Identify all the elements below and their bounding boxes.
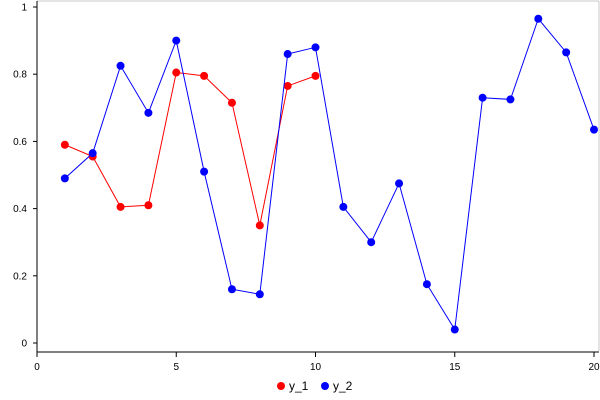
- data-point: [339, 202, 348, 211]
- legend-marker: [321, 382, 329, 390]
- y-tick-label: 0.8: [13, 70, 27, 81]
- y-tick-label: 0: [21, 339, 27, 350]
- data-point: [172, 68, 181, 77]
- x-tick-label: 15: [449, 362, 461, 373]
- data-point: [311, 71, 320, 80]
- x-tick-label: 5: [173, 362, 179, 373]
- y-tick-label: 0.2: [13, 271, 27, 282]
- data-point: [88, 149, 97, 158]
- series-y-2: [60, 14, 598, 334]
- legend-label: y_1: [289, 379, 309, 393]
- data-point: [534, 14, 543, 23]
- legend: y_1 y_2: [277, 379, 353, 393]
- data-point: [422, 280, 431, 289]
- plot-frame: [37, 0, 600, 351]
- data-point: [60, 174, 69, 183]
- data-point: [144, 201, 153, 210]
- data-point: [255, 290, 264, 299]
- legend-label: y_2: [333, 379, 353, 393]
- data-point: [367, 238, 376, 247]
- legend-item: y_2: [321, 379, 353, 393]
- data-point: [283, 81, 292, 90]
- series-line: [64, 17, 595, 332]
- y-tick-label: 1: [21, 3, 27, 14]
- data-point: [506, 95, 515, 104]
- series-y-1: [60, 68, 320, 230]
- legend-marker: [277, 382, 285, 390]
- data-point: [116, 61, 125, 70]
- data-point: [227, 285, 236, 294]
- y-tick-label: 0.4: [13, 204, 27, 215]
- data-point: [227, 98, 236, 107]
- data-point: [562, 48, 571, 57]
- data-point: [283, 50, 292, 59]
- y-ticks: 0 0.2 0.4 0.6 0.8 1: [13, 3, 37, 350]
- data-point: [116, 202, 125, 211]
- data-point: [590, 125, 598, 134]
- series-line: [64, 71, 316, 226]
- x-tick-label: 20: [588, 362, 600, 373]
- data-point: [395, 179, 404, 188]
- legend-item: y_1: [277, 379, 309, 393]
- x-tick-label: 10: [310, 362, 322, 373]
- series-layer: [60, 14, 598, 334]
- x-tick-label: 0: [34, 362, 40, 373]
- data-point: [60, 140, 69, 149]
- data-point: [478, 93, 487, 102]
- y-tick-label: 0.6: [13, 137, 27, 148]
- x-ticks: 0 5 10 15 20: [34, 352, 600, 373]
- data-point: [200, 71, 209, 80]
- data-point: [255, 221, 264, 230]
- data-point: [172, 36, 181, 45]
- data-point: [144, 108, 153, 117]
- data-point: [311, 43, 320, 52]
- data-point: [200, 167, 209, 176]
- data-point: [450, 325, 459, 334]
